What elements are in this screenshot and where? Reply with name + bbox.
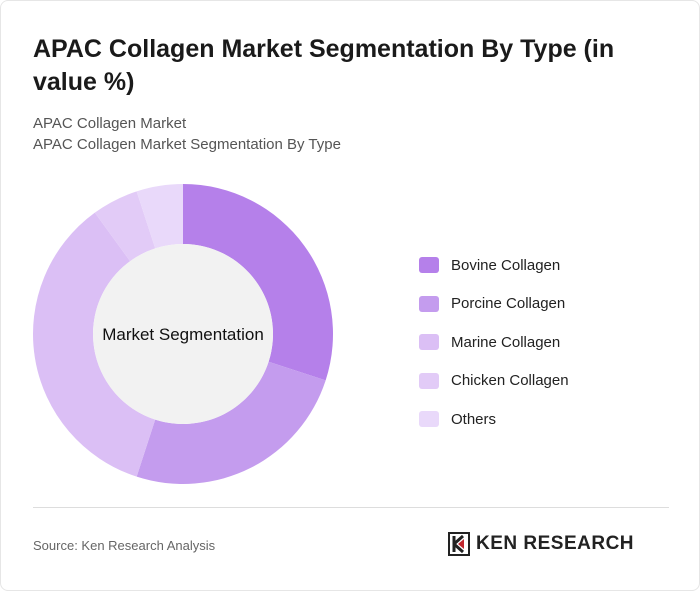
legend-label: Bovine Collagen xyxy=(451,256,561,274)
donut-chart: Market Segmentation xyxy=(33,184,333,484)
donut-slice-chicken-collagen[interactable] xyxy=(94,191,156,262)
legend-label: Chicken Collagen xyxy=(451,372,569,390)
legend-item[interactable]: Chicken Collagen xyxy=(419,362,569,401)
logo-text: KEN RESEARCH xyxy=(476,533,635,554)
ken-research-logo: KEN RESEARCH xyxy=(448,532,634,556)
chart-subtitle: APAC Collagen Market xyxy=(33,115,187,132)
chart-title: APAC Collagen Market Segmentation By Typ… xyxy=(33,35,615,96)
donut-slice-porcine-collagen[interactable] xyxy=(136,361,326,484)
donut-slice-marine-collagen[interactable] xyxy=(33,212,156,477)
legend-item[interactable]: Bovine Collagen xyxy=(419,246,569,285)
legend-swatch xyxy=(419,295,439,312)
source-text: Source: Ken Research Analysis xyxy=(33,538,216,553)
legend: Bovine Collagen Porcine Collagen Marine Co… xyxy=(419,246,569,439)
legend-item[interactable]: Porcine Collagen xyxy=(419,285,569,324)
ken-logo-icon xyxy=(448,532,470,556)
legend-label: Others xyxy=(451,410,497,428)
legend-label: Porcine Collagen xyxy=(451,295,566,313)
donut-center xyxy=(93,244,273,424)
legend-swatch xyxy=(419,411,439,428)
center-label: Market Segmentation xyxy=(102,325,264,344)
legend-swatch xyxy=(419,257,439,274)
legend-item[interactable]: Others xyxy=(419,400,569,439)
legend-swatch xyxy=(419,334,439,351)
donut-slice-bovine-collagen[interactable] xyxy=(183,184,333,381)
legend-label: Marine Collagen xyxy=(451,333,561,351)
legend-item[interactable]: Marine Collagen xyxy=(419,323,569,362)
footer-divider xyxy=(33,507,669,508)
donut-slice-others[interactable] xyxy=(136,184,183,249)
legend-swatch xyxy=(419,372,439,389)
chart-subtitle-2: APAC Collagen Market Segmentation By Typ… xyxy=(33,136,341,153)
